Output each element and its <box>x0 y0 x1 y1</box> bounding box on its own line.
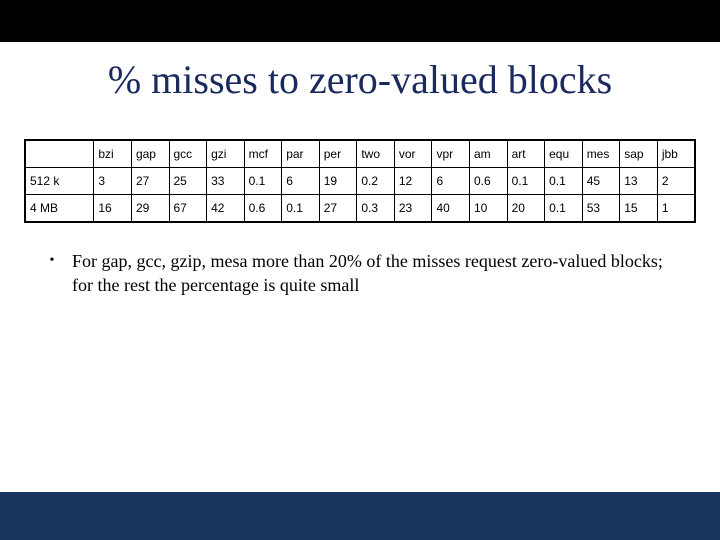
col-header: par <box>282 140 320 168</box>
cell: 3 <box>94 168 132 195</box>
col-header: vpr <box>432 140 470 168</box>
col-header: sap <box>620 140 658 168</box>
col-header: mes <box>582 140 620 168</box>
col-header: jbb <box>657 140 695 168</box>
table-header-row: bzi gap gcc gzi mcf par per two vor vpr … <box>25 140 695 168</box>
cell: 33 <box>207 168 245 195</box>
table-row: 4 MB 16 29 67 42 0.6 0.1 27 0.3 23 40 10… <box>25 195 695 223</box>
col-header: gcc <box>169 140 207 168</box>
cell: 10 <box>470 195 508 223</box>
col-header: vor <box>394 140 432 168</box>
cell: 0.1 <box>244 168 282 195</box>
col-header: per <box>319 140 357 168</box>
bottom-bar <box>0 492 720 540</box>
cell: 6 <box>282 168 320 195</box>
cell: 0.1 <box>282 195 320 223</box>
cell: 6 <box>432 168 470 195</box>
cell: 16 <box>94 195 132 223</box>
row-label: 512 k <box>25 168 94 195</box>
row-label: 4 MB <box>25 195 94 223</box>
bullet-text: For gap, gcc, gzip, mesa more than 20% o… <box>72 249 672 297</box>
cell: 0.6 <box>470 168 508 195</box>
cell: 45 <box>582 168 620 195</box>
cell: 23 <box>394 195 432 223</box>
cell: 29 <box>131 195 169 223</box>
cell: 40 <box>432 195 470 223</box>
col-header: art <box>507 140 545 168</box>
cell: 0.1 <box>545 195 583 223</box>
cell: 0.2 <box>357 168 395 195</box>
cell: 20 <box>507 195 545 223</box>
col-header: gap <box>131 140 169 168</box>
cell: 27 <box>131 168 169 195</box>
col-header: mcf <box>244 140 282 168</box>
col-header: am <box>470 140 508 168</box>
cell: 0.6 <box>244 195 282 223</box>
header-empty <box>25 140 94 168</box>
col-header: two <box>357 140 395 168</box>
cell: 0.1 <box>545 168 583 195</box>
top-bar <box>0 0 720 42</box>
cell: 42 <box>207 195 245 223</box>
data-table: bzi gap gcc gzi mcf par per two vor vpr … <box>24 139 696 223</box>
cell: 0.3 <box>357 195 395 223</box>
cell: 13 <box>620 168 658 195</box>
cell: 27 <box>319 195 357 223</box>
bullet-list: • For gap, gcc, gzip, mesa more than 20%… <box>48 249 672 297</box>
cell: 2 <box>657 168 695 195</box>
col-header: gzi <box>207 140 245 168</box>
cell: 12 <box>394 168 432 195</box>
cell: 25 <box>169 168 207 195</box>
cell: 0.1 <box>507 168 545 195</box>
cell: 53 <box>582 195 620 223</box>
cell: 67 <box>169 195 207 223</box>
table-row: 512 k 3 27 25 33 0.1 6 19 0.2 12 6 0.6 0… <box>25 168 695 195</box>
bullet-item: • For gap, gcc, gzip, mesa more than 20%… <box>48 249 672 297</box>
page-title: % misses to zero-valued blocks <box>0 56 720 103</box>
cell: 1 <box>657 195 695 223</box>
data-table-container: bzi gap gcc gzi mcf par per two vor vpr … <box>24 139 696 223</box>
cell: 19 <box>319 168 357 195</box>
col-header: bzi <box>94 140 132 168</box>
bullet-dot-icon: • <box>48 249 56 273</box>
cell: 15 <box>620 195 658 223</box>
col-header: equ <box>545 140 583 168</box>
